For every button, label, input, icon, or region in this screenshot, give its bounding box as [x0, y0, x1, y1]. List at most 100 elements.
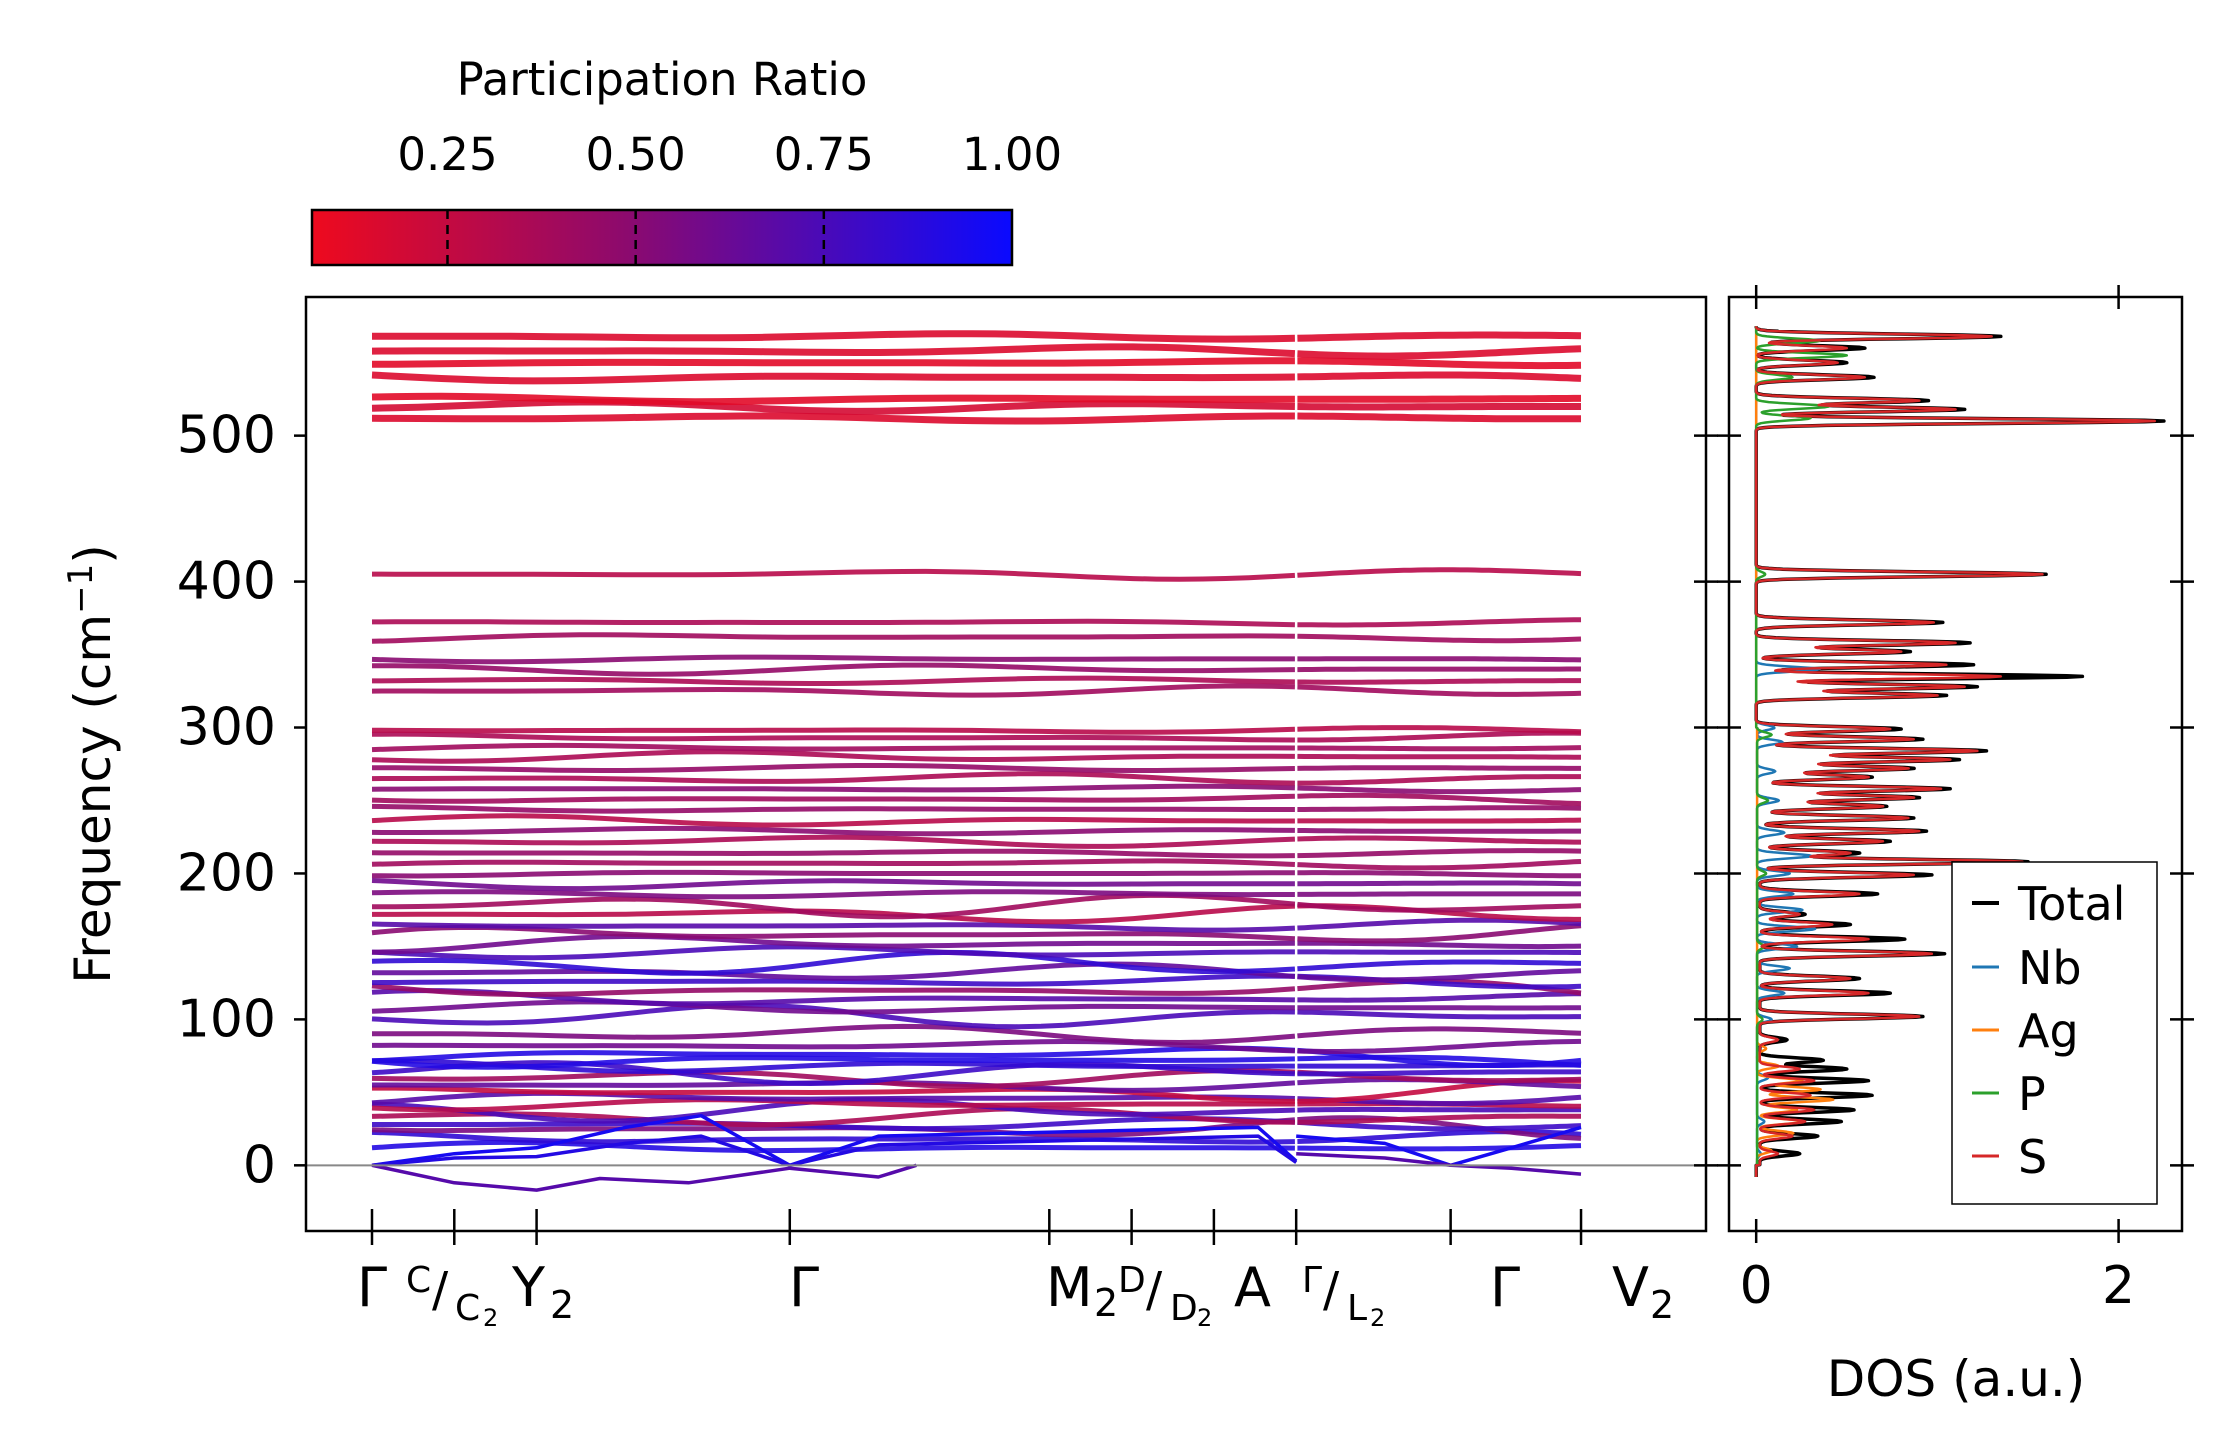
optical-band-3-seg0: [372, 1116, 1296, 1132]
dos-x-tick-label: 2: [2102, 1256, 2135, 1316]
optical-band-21-seg0: [371, 973, 1295, 987]
optical-band-46-seg0: [371, 726, 1295, 735]
optical-band-58-seg0: [372, 357, 1295, 368]
optical-band-55-seg0: [371, 398, 1295, 415]
optical-band-60-seg0: [372, 330, 1295, 343]
dos-legend: Total Nb Ag P S: [1951, 861, 2158, 1205]
optical-band-35-seg0: [371, 834, 1295, 849]
optical-band-5-seg1: [1297, 1106, 1581, 1113]
optical-band-40-seg1: [1297, 785, 1582, 795]
optical-band-25-seg1: [1297, 940, 1582, 950]
optical-band-46-seg1: [1297, 725, 1582, 735]
colorbar-tick-label: 0.75: [774, 128, 874, 181]
y-tick-label: 400: [177, 552, 276, 612]
optical-band-59-seg1: [1297, 345, 1582, 360]
k-label-gamma-1: Γ: [357, 1256, 387, 1319]
optical-band-32-seg0: [371, 869, 1295, 879]
k-label-d2: D: [1170, 1288, 1198, 1329]
optical-band-54-seg1: [1297, 412, 1581, 423]
optical-band-45-seg1: [1297, 730, 1582, 743]
optical-band-49-seg1: [1297, 666, 1581, 673]
optical-band-54-seg0: [371, 412, 1295, 425]
dos-curve-p: [1754, 325, 1849, 1178]
band-lines: [371, 330, 1582, 1192]
k-label-v2-sub: 2: [1650, 1283, 1674, 1327]
optical-band-35-seg1: [1297, 835, 1581, 845]
optical-band-49-seg0: [372, 662, 1295, 677]
k-label-c: C: [406, 1260, 431, 1301]
optical-band-31-seg0: [371, 878, 1295, 892]
k-label-slash-c: /: [432, 1262, 449, 1318]
optical-band-56-seg0: [371, 392, 1295, 406]
colorbar-ticks: 0.25 0.50 0.75 1.00: [397, 128, 1062, 265]
legend-entry-p: P: [1972, 1067, 2046, 1121]
optical-band-42-seg1: [1297, 765, 1581, 771]
y-axis-label: Frequency (cm−1): [61, 544, 122, 984]
optical-band-24-seg0: [371, 944, 1295, 961]
optical-band-58-seg1: [1297, 357, 1582, 370]
optical-band-43-seg0: [371, 749, 1295, 764]
optical-band-52-seg0: [371, 618, 1295, 628]
k-label-d: D: [1118, 1260, 1146, 1301]
optical-band-32-seg1: [1297, 870, 1581, 879]
colorbar: Participation Ratio 0.25 0.50 0.75 1.00: [310, 53, 1062, 267]
colorbar-tick-label: 1.00: [962, 128, 1062, 181]
optical-band-33-seg1: [1297, 859, 1582, 871]
optical-band-38-seg1: [1297, 805, 1582, 812]
dos-curve-ag: [1754, 325, 1835, 1178]
k-label-gamma-2: Γ: [789, 1256, 819, 1319]
optical-band-11-seg1: [1297, 1069, 1581, 1077]
optical-band-18-seg0: [371, 999, 1295, 1015]
optical-band-16-seg1: [1297, 1026, 1582, 1039]
optical-band-37-seg1: [1297, 817, 1582, 824]
optical-band-22-seg0: [372, 961, 1296, 981]
optical-band-51-seg1: [1297, 633, 1582, 644]
optical-band-60-seg1: [1297, 331, 1582, 342]
legend-label-s: S: [2018, 1130, 2047, 1184]
optical-band-41-seg1: [1297, 774, 1581, 786]
optical-band-14-seg1: [1297, 1047, 1582, 1068]
legend-label-nb: Nb: [2018, 941, 2082, 995]
optical-band-52-seg1: [1297, 617, 1582, 628]
k-label-gamma-4: Γ: [1490, 1256, 1520, 1319]
k-label-c2-sub: 2: [483, 1304, 498, 1332]
y-tick-label: 500: [177, 406, 276, 466]
optical-band-33-seg0: [371, 858, 1296, 867]
legend-entry-s: S: [1972, 1130, 2047, 1184]
legend-label-total: Total: [2017, 877, 2125, 931]
k-label-slash-l: /: [1323, 1262, 1340, 1318]
optical-band-39-seg0: [371, 793, 1295, 804]
optical-band-8-seg0: [372, 1085, 1295, 1104]
dos-x-axis-label: DOS (a.u.): [1827, 1350, 2086, 1408]
legend-entry-nb: Nb: [1972, 941, 2082, 995]
optical-band-53-seg0: [371, 568, 1296, 582]
optical-band-48-seg1: [1297, 678, 1581, 685]
optical-band-30-seg1: [1297, 891, 1581, 897]
optical-band-15-seg1: [1297, 1038, 1582, 1054]
dos-curve-s: [1754, 325, 2157, 1178]
k-label-gamma-3: Γ: [1302, 1260, 1322, 1301]
optical-band-57-seg0: [371, 371, 1295, 385]
optical-band-3-seg1: [1297, 1119, 1582, 1132]
optical-band-24-seg1: [1297, 949, 1581, 955]
k-label-y2: Y: [511, 1256, 546, 1319]
dos-x-tick-label: 0: [1740, 1256, 1773, 1316]
acoustic-5: [1296, 1151, 1582, 1176]
optical-band-20-seg0: [371, 983, 1296, 998]
band-axes-frame: [304, 295, 1708, 1233]
optical-band-13-seg0: [371, 1055, 1295, 1070]
optical-band-44-seg1: [1297, 745, 1582, 752]
optical-band-22-seg1: [1297, 968, 1582, 983]
k-label-m2-sub: 2: [1094, 1281, 1118, 1325]
optical-band-23-seg0: [371, 949, 1296, 976]
optical-band-27-seg0: [371, 921, 1296, 933]
optical-band-4-seg1: [1297, 1113, 1581, 1125]
optical-band-17-seg1: [1297, 1009, 1581, 1020]
optical-band-14-seg0: [371, 1045, 1296, 1064]
optical-band-39-seg1: [1297, 792, 1582, 807]
legend-label-p: P: [2018, 1067, 2046, 1121]
optical-band-47-seg0: [371, 683, 1295, 698]
y-tick-label: 100: [177, 989, 276, 1049]
